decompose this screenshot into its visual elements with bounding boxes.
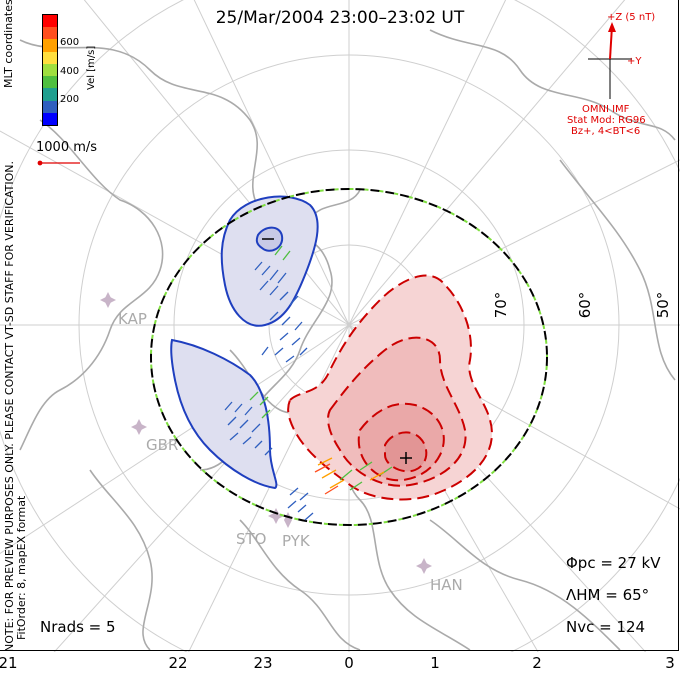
hm-boundary-latitude: ΛHM = 65° (566, 586, 650, 604)
polar-map: 70° 60° 50° KAP GBR STO PYK HAN (0, 0, 680, 652)
negative-potential-cell (170, 195, 319, 490)
imf-z-label: +Z (5 nT) (607, 12, 656, 23)
imf-model-line-1: Stat Mod: RG96 (567, 115, 646, 126)
potential-max-marker (400, 452, 412, 464)
latitude-label-50: 50° (654, 292, 672, 319)
svg-text:HAN: HAN (430, 576, 463, 594)
colorbar-tick-600: 600 (60, 37, 80, 48)
imf-clock (588, 22, 632, 99)
svg-text:GBR: GBR (146, 436, 178, 454)
latitude-label-70: 70° (492, 292, 510, 319)
svg-text:PYK: PYK (282, 532, 311, 550)
velocity-scale-bar (37, 160, 80, 166)
radar-site-sto: STO (236, 508, 284, 548)
mlt-tick-1: 1 (430, 654, 440, 672)
mlt-tick-3: 3 (665, 654, 675, 672)
mlt-tick-23: 23 (253, 654, 273, 672)
colorbar-tick-400: 400 (60, 66, 80, 77)
radar-site-kap: KAP (100, 292, 147, 328)
velocity-scale-label: 1000 m/s (36, 140, 98, 155)
plot-frame (0, 0, 679, 651)
radar-site-gbr: GBR (131, 419, 178, 454)
imf-source: OMNI IMF (582, 104, 630, 115)
colorbar-tick-200: 200 (60, 94, 80, 105)
mlt-tick-22: 22 (168, 654, 188, 672)
plot-title: 25/Mar/2004 23:00–23:02 UT (215, 8, 465, 28)
mlt-tick-0: 0 (344, 654, 354, 672)
svg-text:KAP: KAP (118, 310, 147, 328)
svg-text:STO: STO (236, 530, 267, 548)
velocity-vectors (224, 245, 393, 521)
vector-count: Nvc = 124 (566, 618, 646, 636)
radar-site-han: HAN (416, 558, 463, 594)
mlt-tick-21: 21 (0, 654, 18, 672)
radar-count: Nrads = 5 (40, 618, 116, 636)
mlt-tick-2: 2 (532, 654, 542, 672)
imf-model-line-2: Bz+, 4<BT<6 (571, 126, 641, 137)
cross-polar-potential: Φpc = 27 kV (566, 554, 661, 572)
velocity-colorbar (42, 14, 58, 126)
latitude-label-60: 60° (576, 292, 594, 319)
imf-y-label: +Y (627, 56, 642, 67)
